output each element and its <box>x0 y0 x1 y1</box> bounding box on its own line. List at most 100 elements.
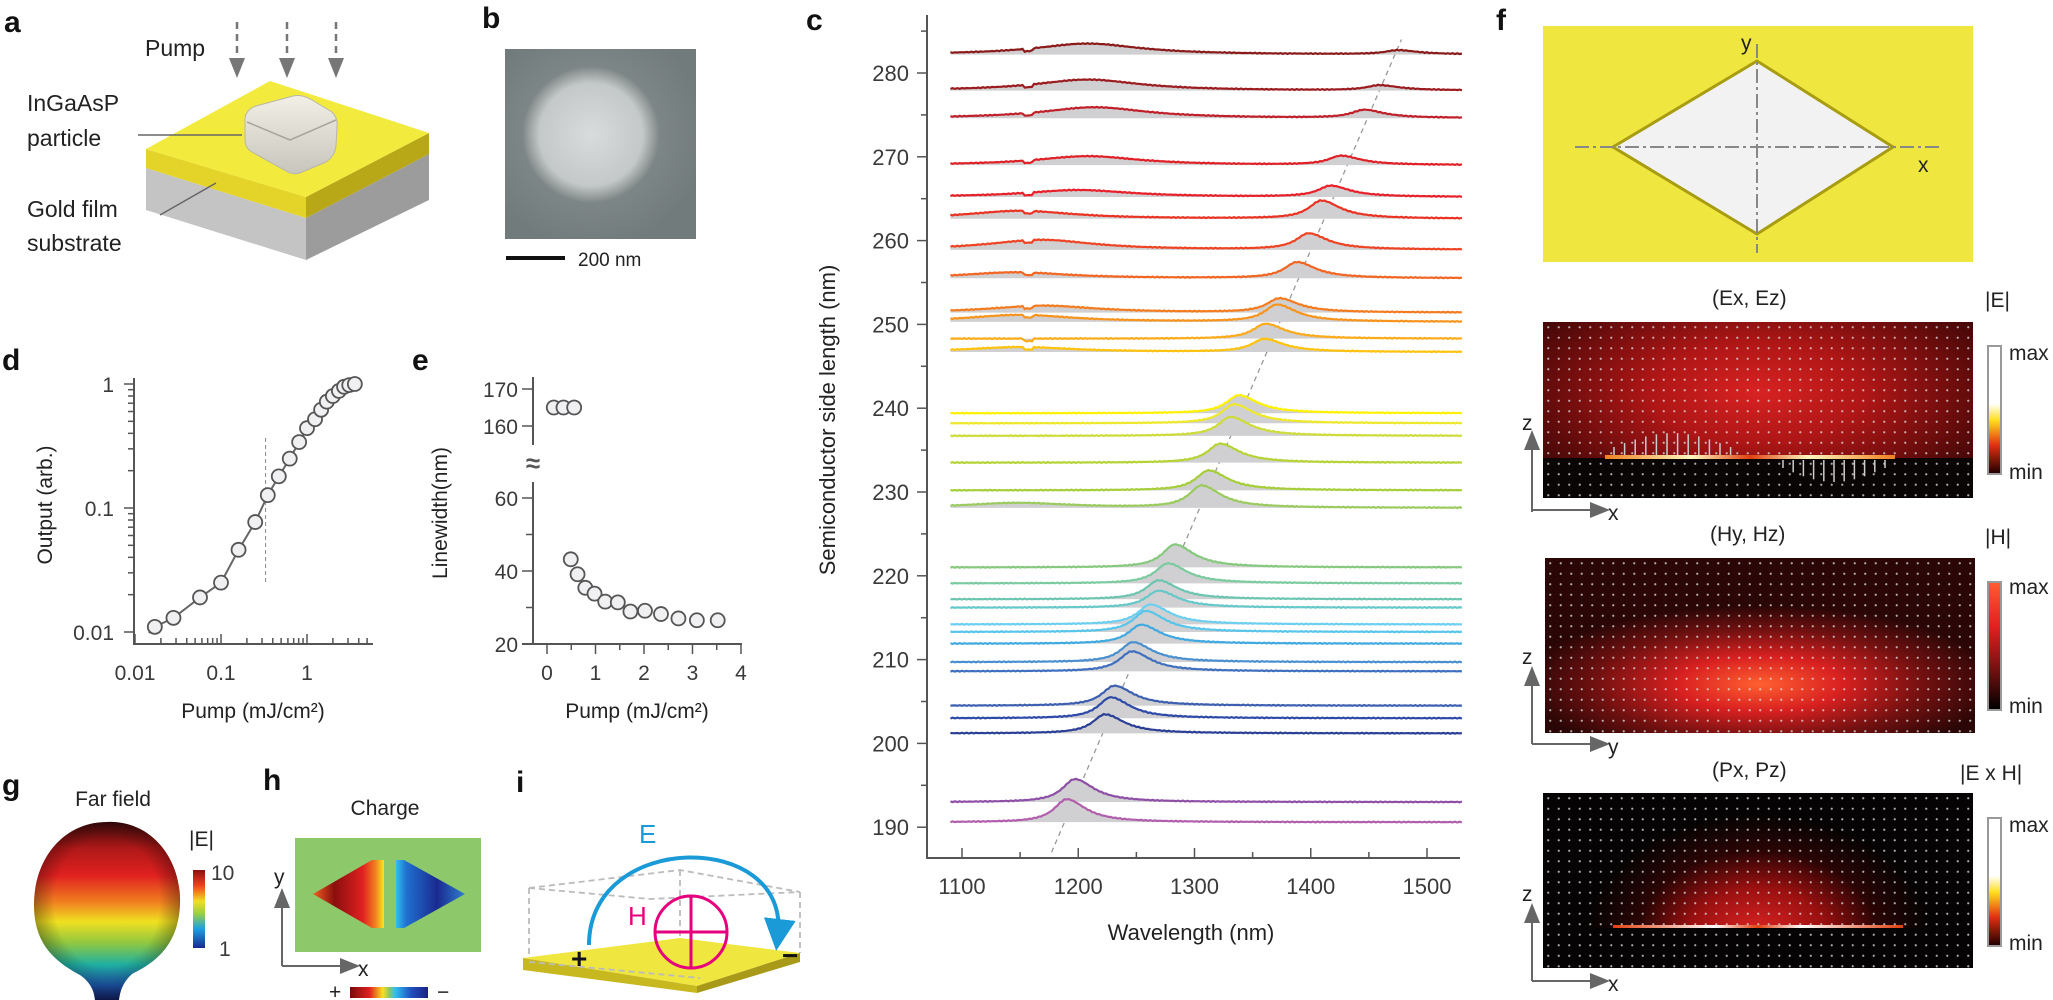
y-tick-label: 220 <box>872 564 909 589</box>
spectrum-trace-190.6 <box>950 797 1463 824</box>
data-point <box>165 609 182 626</box>
colorbar-max-e: max <box>2009 342 2049 365</box>
y-tick-label: 0.1 <box>85 498 114 521</box>
spectrum-trace-228.1 <box>949 483 1463 510</box>
axis-v-label: z <box>1522 412 1533 435</box>
charge-y-label: y <box>274 866 285 889</box>
spectrum-fill-265.2 <box>950 185 1462 198</box>
panel-label-f: f <box>1496 4 1507 37</box>
spectrum-trace-250.3 <box>950 303 1463 324</box>
spectrum-fill-230.2 <box>950 470 1462 491</box>
far-field-title: Far field <box>75 788 151 811</box>
colorbar-label-e: |E| <box>1985 289 2010 312</box>
x-tick-label: 4 <box>735 662 747 685</box>
field-map-p <box>1543 793 1973 968</box>
axis-h-label: y <box>1608 736 1619 759</box>
spectrum-trace-246.7 <box>950 337 1463 354</box>
panel-f-axis-labels: z x z y z x <box>1522 412 1619 996</box>
y-tick-label: 1 <box>102 374 114 397</box>
field-map-e <box>1543 322 1973 498</box>
spectrum-fill-193 <box>950 778 1462 803</box>
substrate-label-line1: Gold film <box>27 196 118 222</box>
pump-arrowheads <box>229 58 344 78</box>
y-tick-label: 240 <box>872 396 909 421</box>
spectrum-trace-282.2 <box>950 42 1463 56</box>
map-title-h: (Hy, Hz) <box>1710 523 1786 546</box>
x-tick-label: 1300 <box>1170 874 1219 899</box>
charge-x-label: x <box>358 958 369 981</box>
data-point <box>688 612 705 629</box>
data-point <box>192 589 208 606</box>
panel-d-output-vs-pump-chart: 0.01 0.1 1 0.01 0.1 1 Pump (mJ/cm²) Output (arb… <box>34 374 373 723</box>
colorbar-max-p: max <box>2009 814 2049 837</box>
panel-e-linewidth-vs-pump-chart: ≈20 40 60 160 170 0 1 2 3 4 Pump (mJ/cm²) Linewidth… <box>429 377 747 723</box>
axis-v-label: z <box>1522 646 1533 669</box>
spectrum-trace-203 <box>950 695 1463 720</box>
y-tick-label: 60 <box>495 488 518 511</box>
panel-c-spectra-chart: 190 200 210 220 230 240 250 260 270 280 1100 1200 13… <box>815 15 1463 945</box>
h-field-label: H <box>628 901 647 931</box>
y-tick-label: 280 <box>872 61 909 86</box>
data-point <box>213 574 229 591</box>
x-tick-label: 1200 <box>1054 874 1103 899</box>
data-point <box>653 606 669 622</box>
x-tick-label: 1400 <box>1286 874 1335 899</box>
colorbar-min-label: 1 <box>219 938 231 961</box>
spectrum-trace-230.2 <box>950 468 1463 492</box>
data-point <box>670 610 687 627</box>
substrate-right-face <box>306 154 429 260</box>
substrate-label-line2: substrate <box>27 230 122 256</box>
data-point <box>586 585 603 602</box>
spectrum-trace-219.1 <box>950 561 1463 585</box>
panel-label-i: i <box>516 766 524 799</box>
panel-b-sem-image: 200 nm <box>505 49 696 271</box>
spectrum-trace-265.2 <box>950 184 1463 198</box>
y-tick-label: 20 <box>495 634 518 657</box>
x-axis-label: Wavelength (nm) <box>1108 920 1275 945</box>
fit-curve <box>148 383 356 634</box>
e-field-arc-arrow-icon <box>587 855 796 951</box>
charge-colorbar <box>350 987 428 998</box>
spectrum-trace-248.3 <box>950 322 1462 343</box>
spectrum-fill-258.9 <box>950 233 1462 250</box>
y-tick-label: 200 <box>872 731 909 756</box>
vector-field-arrows <box>1543 793 1973 968</box>
y-axis-label: Output (arb.) <box>34 445 57 564</box>
charge-minus-label: − <box>437 981 449 1000</box>
colorbar-label-p: |E x H| <box>1960 762 2023 785</box>
e-field-label: E <box>639 819 656 849</box>
colorbar-min-p: min <box>2009 932 2043 955</box>
data-point <box>247 514 264 530</box>
gold-plate-front <box>523 958 697 993</box>
colorbar-max-h: max <box>2009 576 2049 599</box>
gold-film-left-face <box>146 149 306 218</box>
charge-title: Charge <box>351 797 420 820</box>
map-title-p: (Px, Pz) <box>1712 759 1787 782</box>
x-axis-label: Pump (mJ/cm²) <box>565 700 709 723</box>
spectrum-fill-236.7 <box>950 416 1462 437</box>
spectrum-trace-233.5 <box>950 442 1463 465</box>
spectrum-fill-282.2 <box>950 43 1462 55</box>
spectrum-trace-269 <box>950 154 1463 167</box>
sem-micrograph <box>505 49 696 239</box>
spectrum-trace-238.2 <box>950 402 1463 425</box>
spectrum-fill-251.4 <box>950 297 1462 313</box>
spectrum-trace-262.6 <box>950 198 1463 220</box>
vector-field-arrows <box>1545 558 1975 733</box>
colorbar-min-e: min <box>2009 461 2043 484</box>
axis-h-label: x <box>1608 502 1619 525</box>
geometry-y-label: y <box>1741 32 1752 55</box>
spectrum-fill-221 <box>950 544 1462 568</box>
x-tick-label: 1 <box>590 662 602 685</box>
panel-label-c: c <box>806 4 823 37</box>
spectrum-trace-258.9 <box>950 232 1463 251</box>
data-point <box>609 594 626 611</box>
colorbar-p <box>1987 817 2002 947</box>
y-tick-label: 190 <box>872 815 909 840</box>
far-field-shading <box>34 821 181 1000</box>
spectrum-trace-211.9 <box>950 623 1463 646</box>
x-tick-label: 2 <box>638 662 650 685</box>
y-axis-label: Linewidth(nm) <box>429 447 452 579</box>
substrate-leader-line <box>159 182 217 216</box>
panel-label-h: h <box>263 764 281 797</box>
